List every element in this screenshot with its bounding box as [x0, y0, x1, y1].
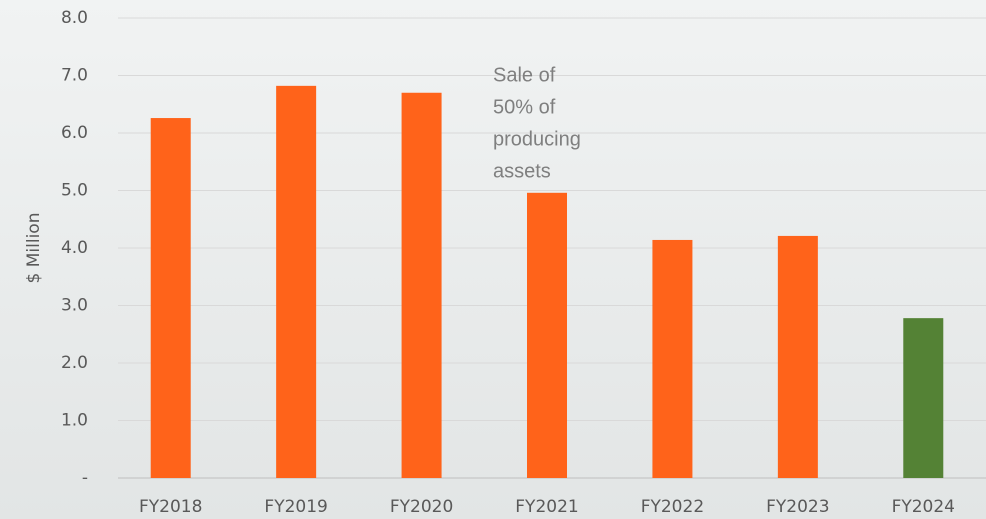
bar	[777, 235, 818, 478]
x-tick-label: FY2021	[515, 497, 578, 517]
annotation: assets	[493, 160, 551, 182]
x-tick-label: FY2024	[892, 497, 955, 517]
y-tick-label: 4.0	[61, 238, 88, 258]
x-tick-label: FY2023	[766, 497, 829, 517]
bar	[401, 92, 442, 478]
bar	[150, 118, 191, 479]
annotation: 50% of	[493, 96, 556, 118]
y-tick-label: 8.0	[61, 8, 88, 28]
y-tick-label: 1.0	[61, 411, 88, 431]
y-tick-label: 2.0	[61, 353, 88, 373]
bar	[527, 192, 567, 479]
y-tick-label: 5.0	[61, 181, 88, 201]
x-tick-label: FY2022	[641, 497, 704, 517]
y-tick-label: 3.0	[61, 296, 88, 316]
y-tick-label: -	[82, 468, 88, 488]
annotation: Sale of	[493, 64, 556, 86]
x-tick-label: FY2018	[139, 497, 202, 517]
bar	[652, 239, 693, 478]
y-tick-label: 6.0	[61, 123, 88, 143]
y-tick-label: 7.0	[61, 66, 88, 86]
y-axis-label: $ Million	[24, 213, 44, 284]
bar	[903, 318, 944, 478]
annotation: producing	[493, 128, 581, 150]
bar	[276, 85, 317, 478]
x-tick-label: FY2020	[390, 497, 453, 517]
x-tick-label: FY2019	[264, 497, 327, 517]
